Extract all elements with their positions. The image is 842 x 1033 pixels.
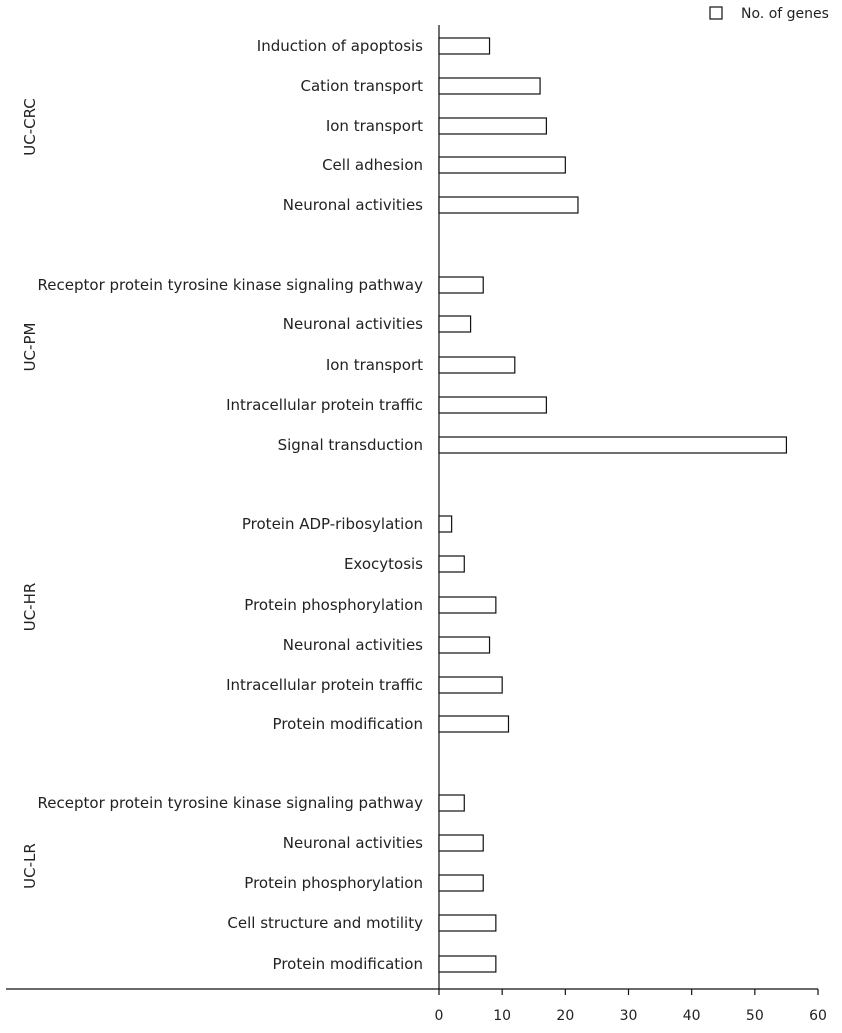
category-label: Receptor protein tyrosine kinase signali… [38, 276, 424, 294]
bar [438, 555, 465, 573]
bar [438, 715, 510, 733]
axes [6, 25, 818, 990]
category-label: Ion transport [326, 117, 423, 135]
category-label: Protein phosphorylation [244, 874, 423, 892]
bars [438, 37, 788, 973]
bar [438, 156, 566, 174]
category-label: Cell structure and motility [227, 914, 423, 932]
group-label: UC-CRC [21, 98, 39, 156]
bar [438, 315, 472, 333]
category-label: Receptor protein tyrosine kinase signali… [38, 794, 424, 812]
bar [438, 436, 788, 454]
category-label: Intracellular protein traffic [226, 396, 423, 414]
group-labels: UC-CRC UC-PM UC-HR UC-LR [21, 98, 39, 889]
category-label: Neuronal activities [283, 834, 423, 852]
category-label: Cation transport [301, 77, 424, 95]
bar [438, 914, 497, 932]
category-label: Ion transport [326, 356, 423, 374]
bar [438, 955, 497, 973]
x-tick-label: 0 [435, 1008, 444, 1024]
category-label: Protein modification [273, 955, 423, 973]
bar [438, 636, 491, 654]
x-axis-ticks: 0 10 20 30 40 50 60 [435, 989, 827, 1024]
category-label: Signal transduction [278, 436, 423, 454]
group-label: UC-PM [21, 323, 39, 372]
category-label: Neuronal activities [283, 315, 423, 333]
bar [438, 515, 453, 533]
x-tick-label: 20 [556, 1008, 574, 1024]
bar [438, 794, 465, 812]
x-tick-label: 30 [620, 1008, 638, 1024]
bar [438, 77, 541, 95]
category-label: Neuronal activities [283, 196, 423, 214]
bar [438, 396, 547, 414]
category-label: Neuronal activities [283, 636, 423, 654]
legend-label: No. of genes [741, 6, 829, 22]
x-tick-label: 10 [493, 1008, 511, 1024]
category-label: Exocytosis [344, 555, 423, 573]
x-tick-label: 50 [746, 1008, 764, 1024]
bar [438, 196, 579, 214]
bar [438, 276, 484, 294]
category-labels: Induction of apoptosis Cation transport Io… [38, 37, 424, 973]
bar [438, 676, 503, 694]
legend-swatch [709, 6, 723, 20]
group-label: UC-HR [21, 583, 39, 632]
category-label: Intracellular protein traffic [226, 676, 423, 694]
category-label: Protein phosphorylation [244, 596, 423, 614]
legend: No. of genes [709, 6, 829, 22]
category-label: Protein modification [273, 715, 423, 733]
bar [438, 596, 497, 614]
bar [438, 834, 484, 852]
category-label: Cell adhesion [322, 156, 423, 174]
category-label: Induction of apoptosis [257, 37, 423, 55]
bar [438, 356, 516, 374]
category-label: Protein ADP-ribosylation [242, 515, 423, 533]
x-tick-label: 40 [683, 1008, 701, 1024]
bar [438, 37, 491, 55]
bar [438, 117, 547, 135]
bar [438, 874, 484, 892]
x-tick-label: 60 [809, 1008, 827, 1024]
group-label: UC-LR [21, 843, 39, 889]
